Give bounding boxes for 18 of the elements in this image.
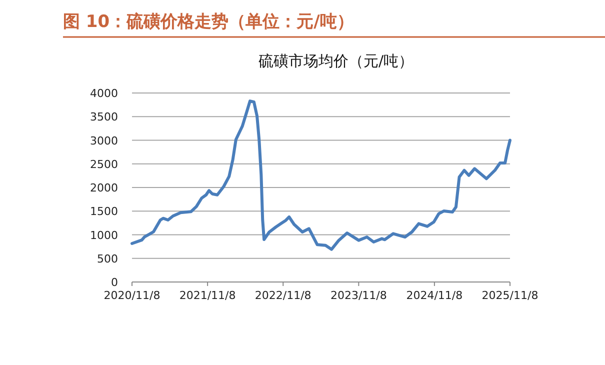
x-tick-label: 2024/11/8 xyxy=(406,289,463,302)
y-tick-label: 2500 xyxy=(90,158,118,171)
y-tick-label: 500 xyxy=(97,252,118,266)
line-series xyxy=(130,100,512,251)
x-tick-label: 2022/11/8 xyxy=(254,289,312,302)
y-tick-label: 1500 xyxy=(90,205,118,218)
y-tick-label: 2000 xyxy=(90,182,118,194)
x-tick-label: 2020/11/8 xyxy=(104,289,160,302)
y-tick-label: 1000 xyxy=(90,228,118,242)
y-tick-label: 3500 xyxy=(90,110,118,124)
chart-title: 图 10：硫磺价格走势（单位：元/吨） xyxy=(63,12,354,32)
chart-subtitle: 硫磺市场均价（元/吨） xyxy=(258,52,414,70)
x-tick-label: 2023/11/8 xyxy=(330,289,387,302)
x-tick-label: 2025/11/8 xyxy=(482,289,538,302)
y-tick-label: 4000 xyxy=(90,87,118,100)
y-tick-label: 3000 xyxy=(90,134,118,148)
x-tick-label: 2021/11/8 xyxy=(179,289,236,302)
y-tick-label: 0 xyxy=(111,276,118,289)
